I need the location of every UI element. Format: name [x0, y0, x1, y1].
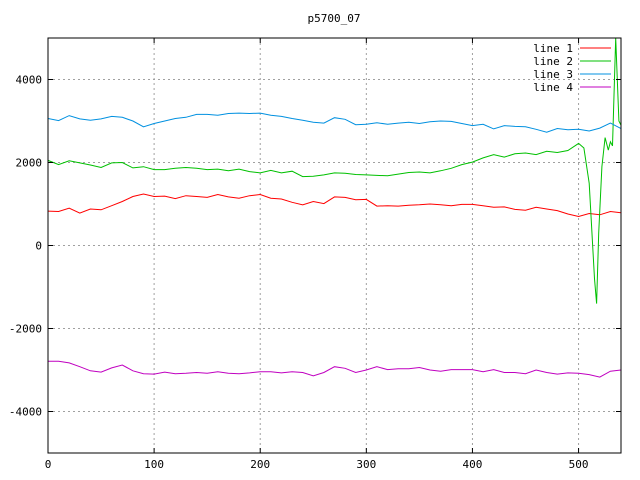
x-tick-label: 200 [250, 458, 270, 471]
y-tick-label: 2000 [16, 157, 43, 170]
series-4-line [48, 361, 621, 377]
legend-label-2: line 2 [533, 55, 573, 68]
legend-label-4: line 4 [533, 81, 573, 94]
series-1-line [48, 194, 621, 217]
x-axis: 0 100 200 300 400 500 [45, 38, 589, 471]
y-tick-label: -4000 [9, 406, 42, 419]
y-tick-label: 4000 [16, 74, 43, 87]
grid [48, 38, 621, 453]
legend-label-3: line 3 [533, 68, 573, 81]
chart-title: p5700_07 [308, 12, 361, 25]
legend-label-1: line 1 [533, 42, 573, 55]
series-3-line [48, 113, 621, 132]
x-tick-label: 0 [45, 458, 52, 471]
y-tick-label: 0 [35, 240, 42, 253]
x-tick-label: 500 [569, 458, 589, 471]
x-tick-label: 400 [463, 458, 483, 471]
x-tick-label: 300 [356, 458, 376, 471]
y-tick-label: -2000 [9, 323, 42, 336]
x-tick-label: 100 [144, 458, 164, 471]
